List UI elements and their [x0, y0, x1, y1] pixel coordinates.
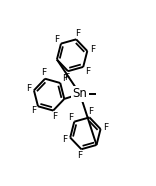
Text: F: F [62, 74, 67, 83]
Text: F: F [52, 112, 57, 121]
Text: F: F [85, 67, 90, 76]
Text: F: F [62, 134, 68, 144]
Text: F: F [31, 106, 37, 115]
Text: F: F [41, 68, 46, 77]
Text: F: F [54, 35, 59, 44]
Text: F: F [75, 29, 80, 38]
Text: F: F [103, 123, 108, 132]
Text: F: F [88, 107, 94, 116]
Text: F: F [77, 151, 82, 160]
Text: F: F [26, 84, 31, 93]
Text: Sn: Sn [73, 87, 87, 100]
Text: F: F [64, 73, 69, 82]
Text: F: F [68, 113, 73, 122]
Text: F: F [90, 45, 95, 54]
